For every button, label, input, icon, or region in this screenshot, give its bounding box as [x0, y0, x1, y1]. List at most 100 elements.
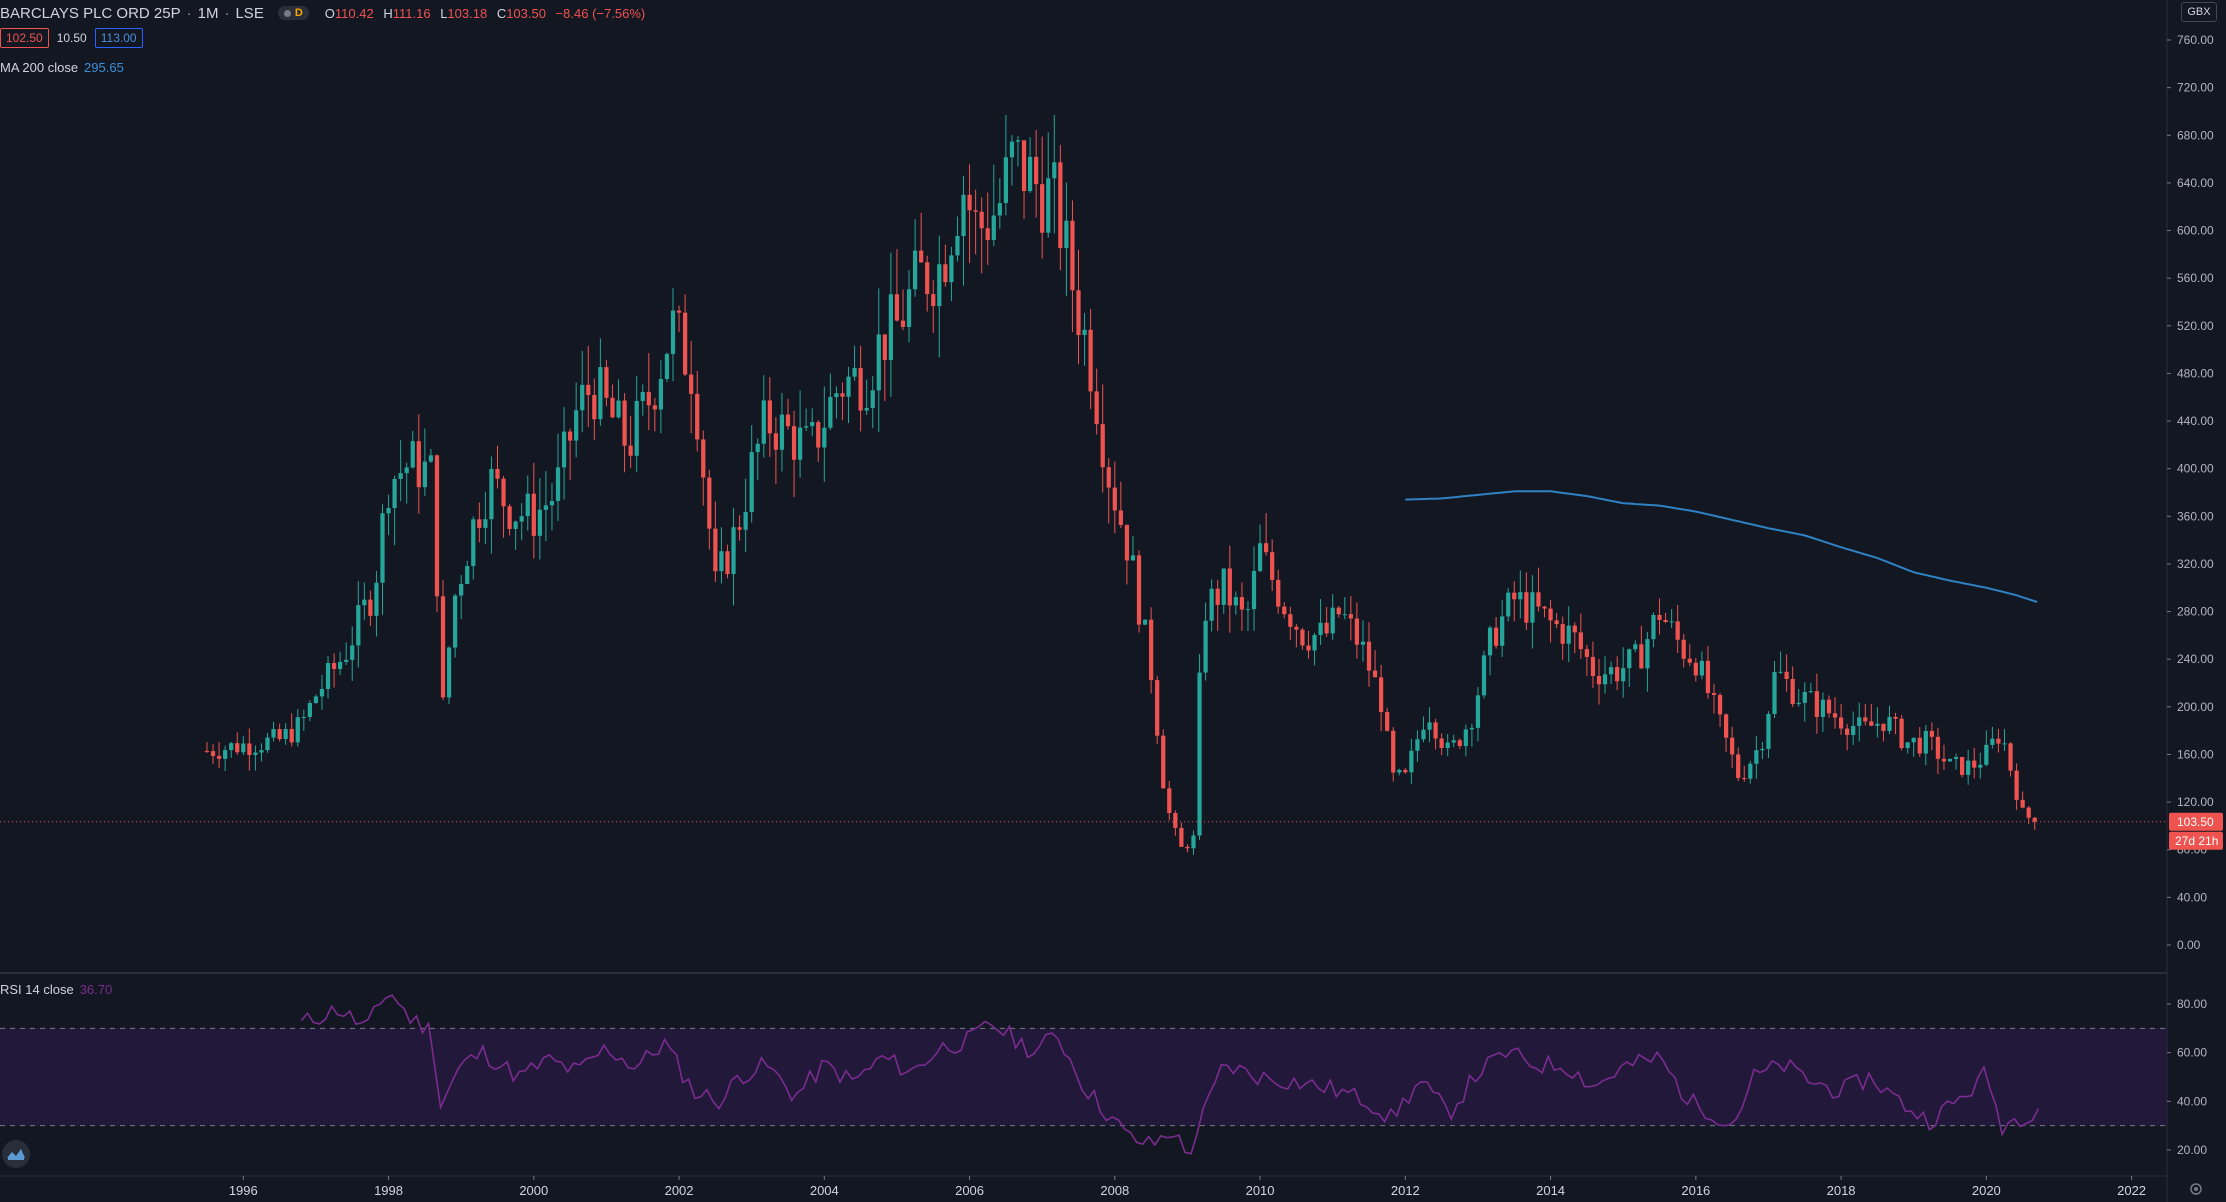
- candle-down: [1264, 543, 1269, 553]
- candle-up: [459, 583, 464, 596]
- candle-down: [1578, 632, 1583, 650]
- candle-down: [1717, 694, 1723, 715]
- candle-up: [223, 750, 228, 759]
- candle-down: [507, 506, 512, 529]
- price-tick-label: 520.00: [2177, 319, 2214, 333]
- candle-down: [331, 662, 337, 670]
- currency-button[interactable]: GBX: [2181, 2, 2217, 22]
- candle-down: [501, 478, 506, 507]
- candle-down: [210, 751, 216, 756]
- candle-up: [1990, 738, 1995, 745]
- candle-down: [1881, 723, 1886, 731]
- open-value: 110.42: [334, 5, 374, 21]
- candle-up: [350, 645, 355, 660]
- last-price-label: 103.50: [2177, 815, 2214, 829]
- candle-up: [1953, 757, 1959, 759]
- candle-down: [1100, 424, 1105, 468]
- candle-up: [1887, 716, 1892, 731]
- candle-down: [1457, 740, 1462, 747]
- high-label: H: [383, 5, 393, 21]
- candle-down: [919, 250, 924, 263]
- sell-price-button[interactable]: 102.50: [0, 28, 49, 48]
- price-tick-label: 760.00: [2177, 33, 2214, 47]
- candle-up: [1330, 607, 1335, 634]
- candle-down: [1657, 614, 1662, 620]
- candle-up: [380, 513, 385, 583]
- candle-down: [1124, 524, 1130, 561]
- candle-down: [689, 374, 694, 394]
- candle-up: [229, 743, 234, 751]
- candle-down: [646, 392, 651, 406]
- symbol-name[interactable]: BARCLAYS PLC ORD 25P: [0, 4, 181, 22]
- candle-down: [1512, 592, 1517, 600]
- price-tick-label: 400.00: [2177, 462, 2214, 476]
- market-status-badge[interactable]: D: [277, 6, 309, 20]
- candle-down: [592, 395, 597, 420]
- candle-up: [1802, 691, 1807, 703]
- candle-up: [1923, 730, 1928, 754]
- candle-down: [1348, 614, 1353, 619]
- candle-down: [979, 211, 984, 229]
- candle-up: [1760, 748, 1765, 751]
- candle-down: [1548, 608, 1553, 621]
- last-price-badge: [2169, 812, 2223, 831]
- time-tick-label: 2004: [810, 1183, 839, 1198]
- candle-down: [1276, 579, 1281, 607]
- candle-down: [2020, 799, 2025, 808]
- candle-down: [773, 433, 779, 450]
- candle-up: [338, 661, 343, 670]
- candle-down: [1366, 641, 1372, 671]
- candle-up: [1421, 729, 1426, 740]
- candle-up: [295, 717, 300, 743]
- open-label: O: [324, 5, 335, 21]
- candle-up: [1857, 717, 1862, 726]
- candle-down: [1687, 658, 1692, 663]
- candle-down: [1742, 778, 1747, 780]
- candle-up: [1796, 702, 1801, 705]
- candle-up: [265, 737, 270, 751]
- candle-down: [610, 397, 615, 418]
- low-value: 103.18: [447, 5, 488, 21]
- candle-up: [301, 716, 306, 718]
- candle-down: [1929, 730, 1934, 737]
- candle-up: [1566, 625, 1571, 644]
- candle-down: [791, 426, 797, 460]
- candle-up: [1851, 725, 1856, 735]
- candle-up: [1645, 639, 1650, 669]
- candle-down: [1790, 678, 1795, 705]
- settings-gear-icon[interactable]: [2187, 1180, 2205, 1198]
- candle-up: [580, 384, 585, 411]
- candle-down: [416, 441, 421, 488]
- candle-up: [489, 468, 494, 520]
- candle-up: [1669, 621, 1674, 623]
- candle-down: [1542, 606, 1547, 609]
- candle-down: [931, 294, 936, 307]
- candle-down: [1899, 718, 1904, 748]
- candle-up: [949, 255, 954, 283]
- interval[interactable]: 1M: [197, 4, 219, 22]
- rsi-legend[interactable]: RSI 14 close 36.70: [0, 982, 112, 997]
- candle-up: [1052, 162, 1057, 179]
- candle-down: [277, 729, 282, 740]
- candle-up: [313, 696, 319, 703]
- tradingview-logo-icon[interactable]: [2, 1140, 30, 1168]
- candle-down: [985, 228, 990, 240]
- candle-up: [525, 493, 530, 517]
- price-pane[interactable]: [0, 114, 2226, 974]
- rsi-pane[interactable]: [0, 994, 2167, 1155]
- ma-legend[interactable]: MA 200 close 295.65: [0, 60, 124, 75]
- candle-up: [1621, 668, 1626, 682]
- candle-down: [1536, 592, 1541, 607]
- price-axis[interactable]: 0.00 40.00 80.00 120.00 160.00 200.00 240.00 28…: [2166, 0, 2226, 1202]
- candle-down: [2032, 817, 2037, 822]
- candle-down: [1935, 736, 1941, 759]
- separator: ·: [186, 4, 192, 22]
- time-axis[interactable]: 1996 1998 2000 2002 2004 2006 2008 2010 2012 2014…: [0, 1175, 2167, 1198]
- candle-up: [1602, 674, 1608, 685]
- candle-down: [622, 400, 627, 446]
- candle-up: [1027, 156, 1033, 192]
- time-tick-label: 1998: [374, 1183, 403, 1198]
- candle-down: [567, 431, 573, 441]
- buy-price-button[interactable]: 113.00: [94, 28, 143, 48]
